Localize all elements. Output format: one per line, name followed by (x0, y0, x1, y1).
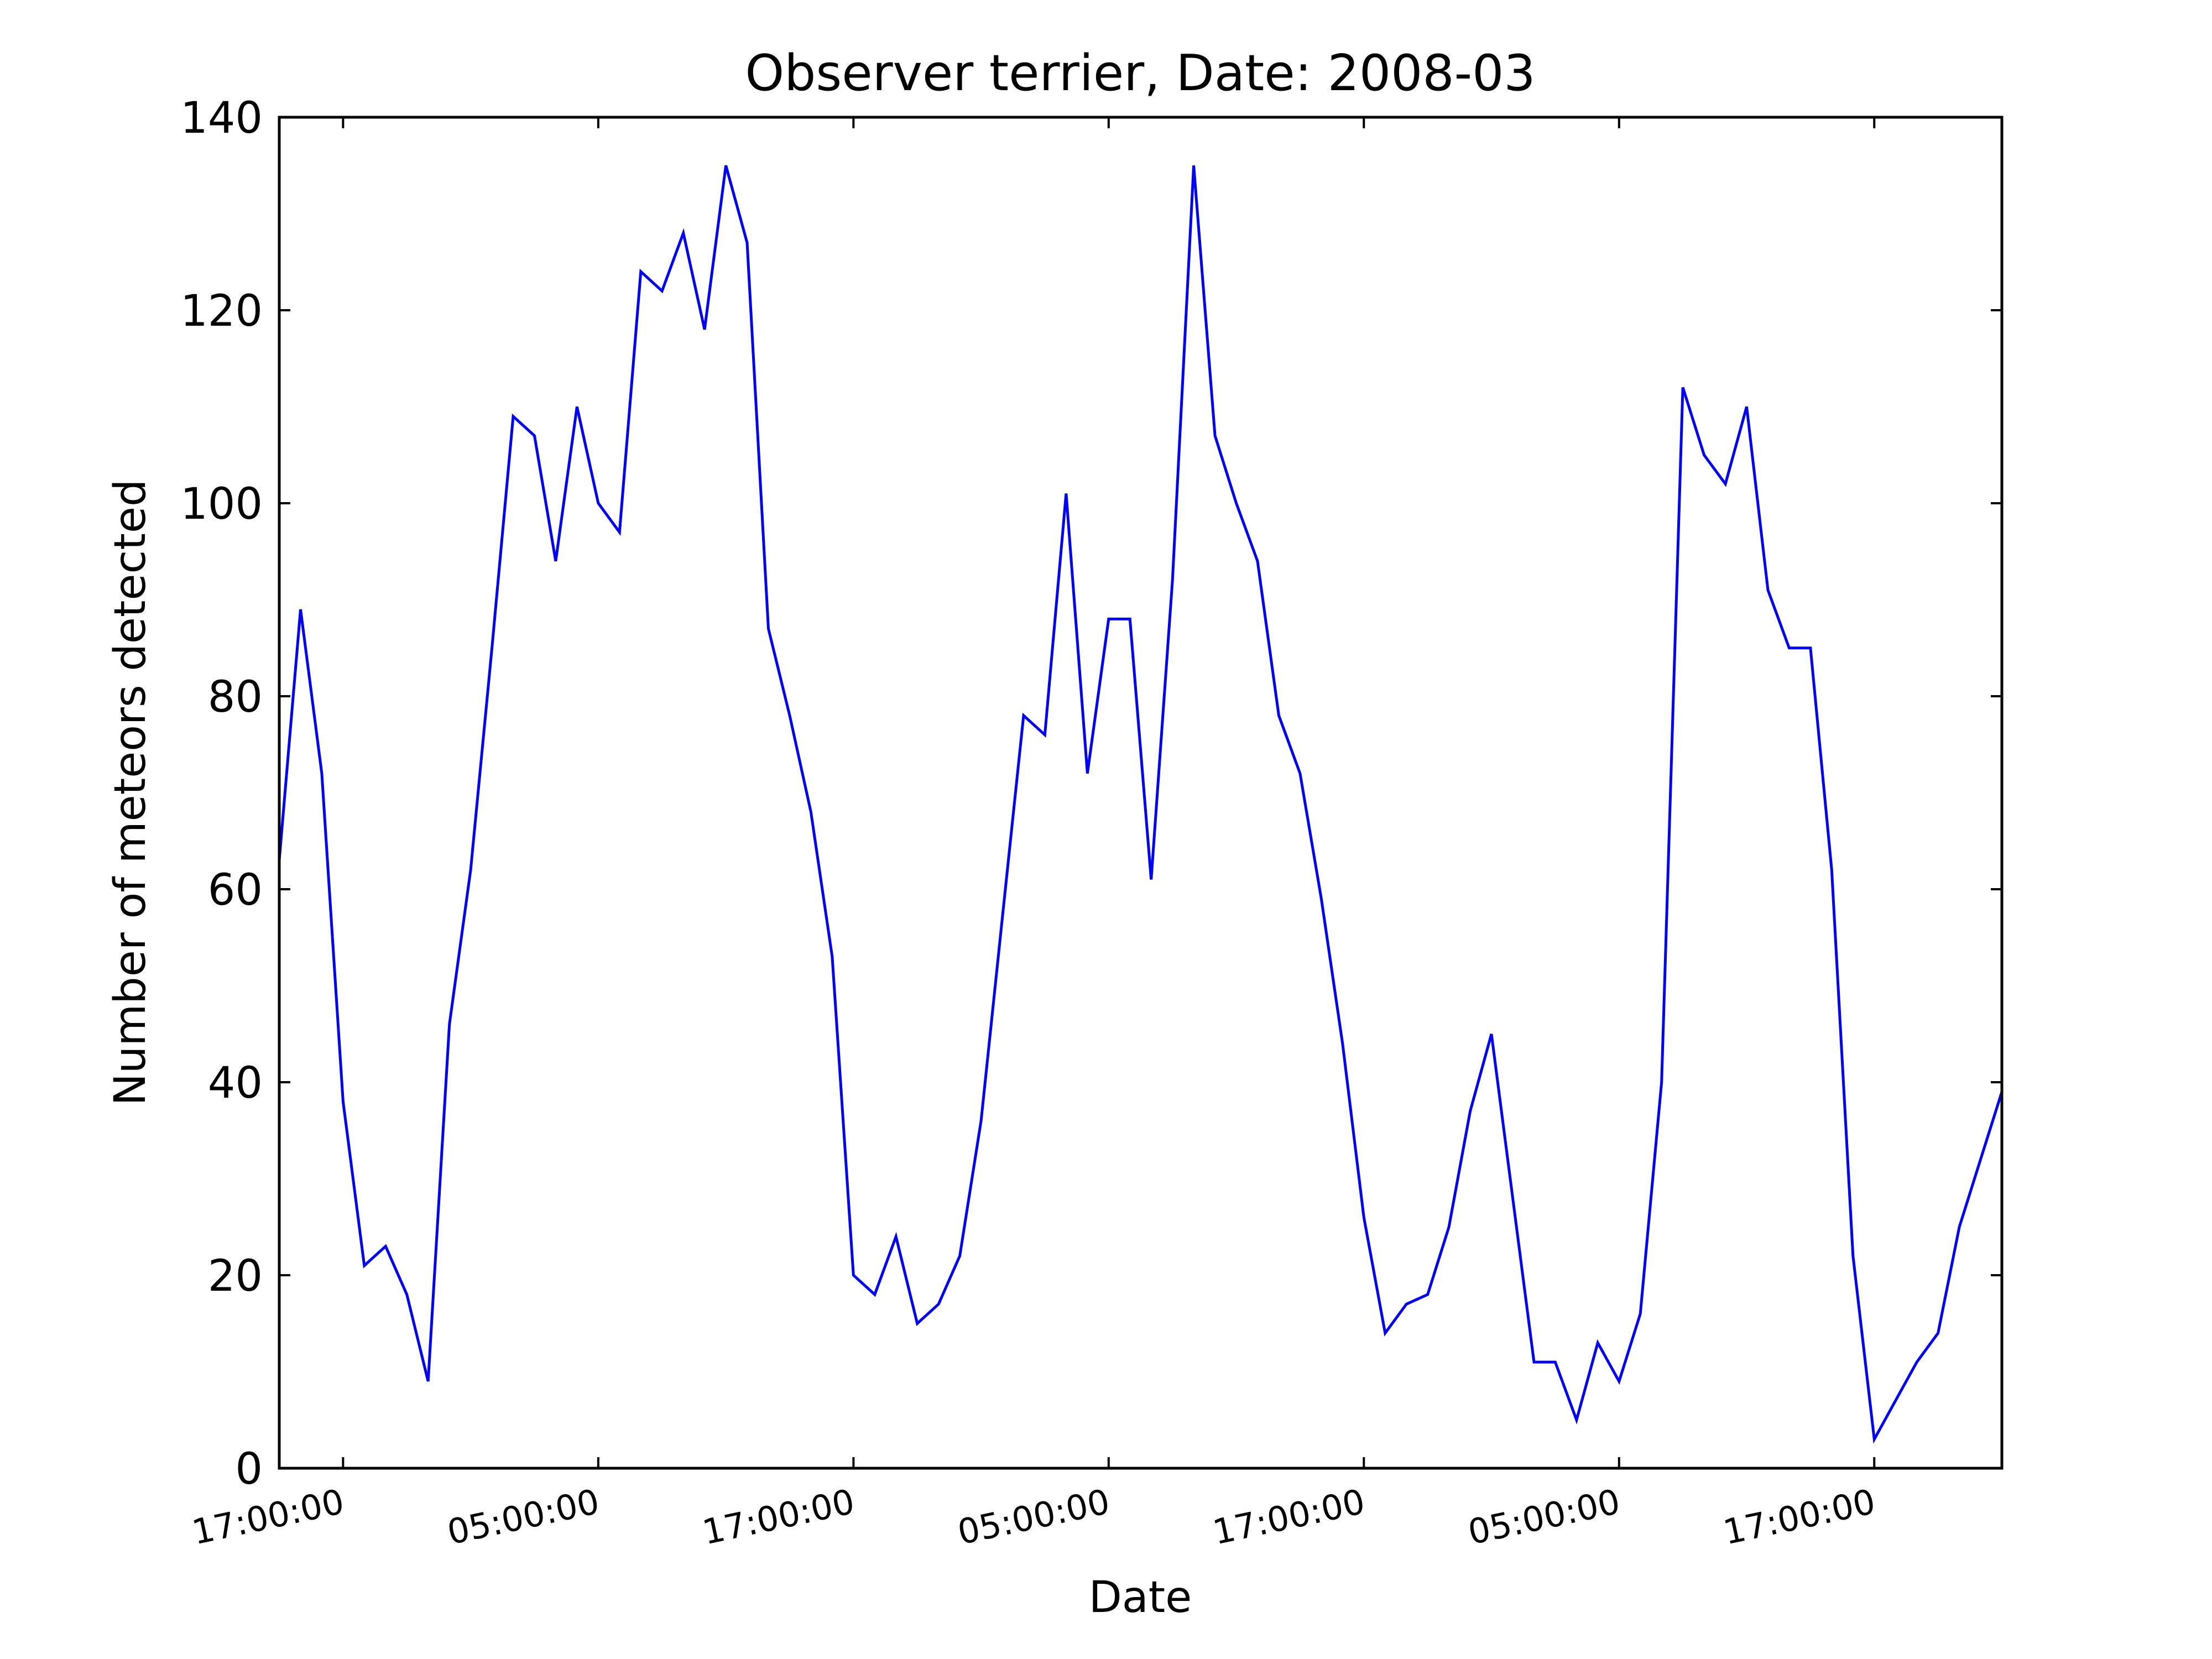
plot-frame (278, 116, 2004, 1470)
y-axis-label: Number of meteors detected (106, 479, 155, 1106)
y-tick-label: 60 (208, 865, 263, 915)
chart-title: Observer terrier, Date: 2008-03 (745, 44, 1535, 102)
y-tick-label: 120 (180, 286, 263, 336)
y-tick-label: 20 (208, 1251, 263, 1301)
series-line (278, 165, 2004, 1444)
y-tick-label: 100 (180, 479, 263, 529)
y-tick-label: 40 (208, 1058, 263, 1108)
x-axis-label: Date (1089, 1573, 1192, 1623)
chart-marks (278, 165, 2004, 1444)
y-tick-label: 0 (235, 1444, 263, 1494)
y-tick-label: 140 (180, 93, 263, 143)
y-tick-label: 80 (208, 672, 263, 722)
